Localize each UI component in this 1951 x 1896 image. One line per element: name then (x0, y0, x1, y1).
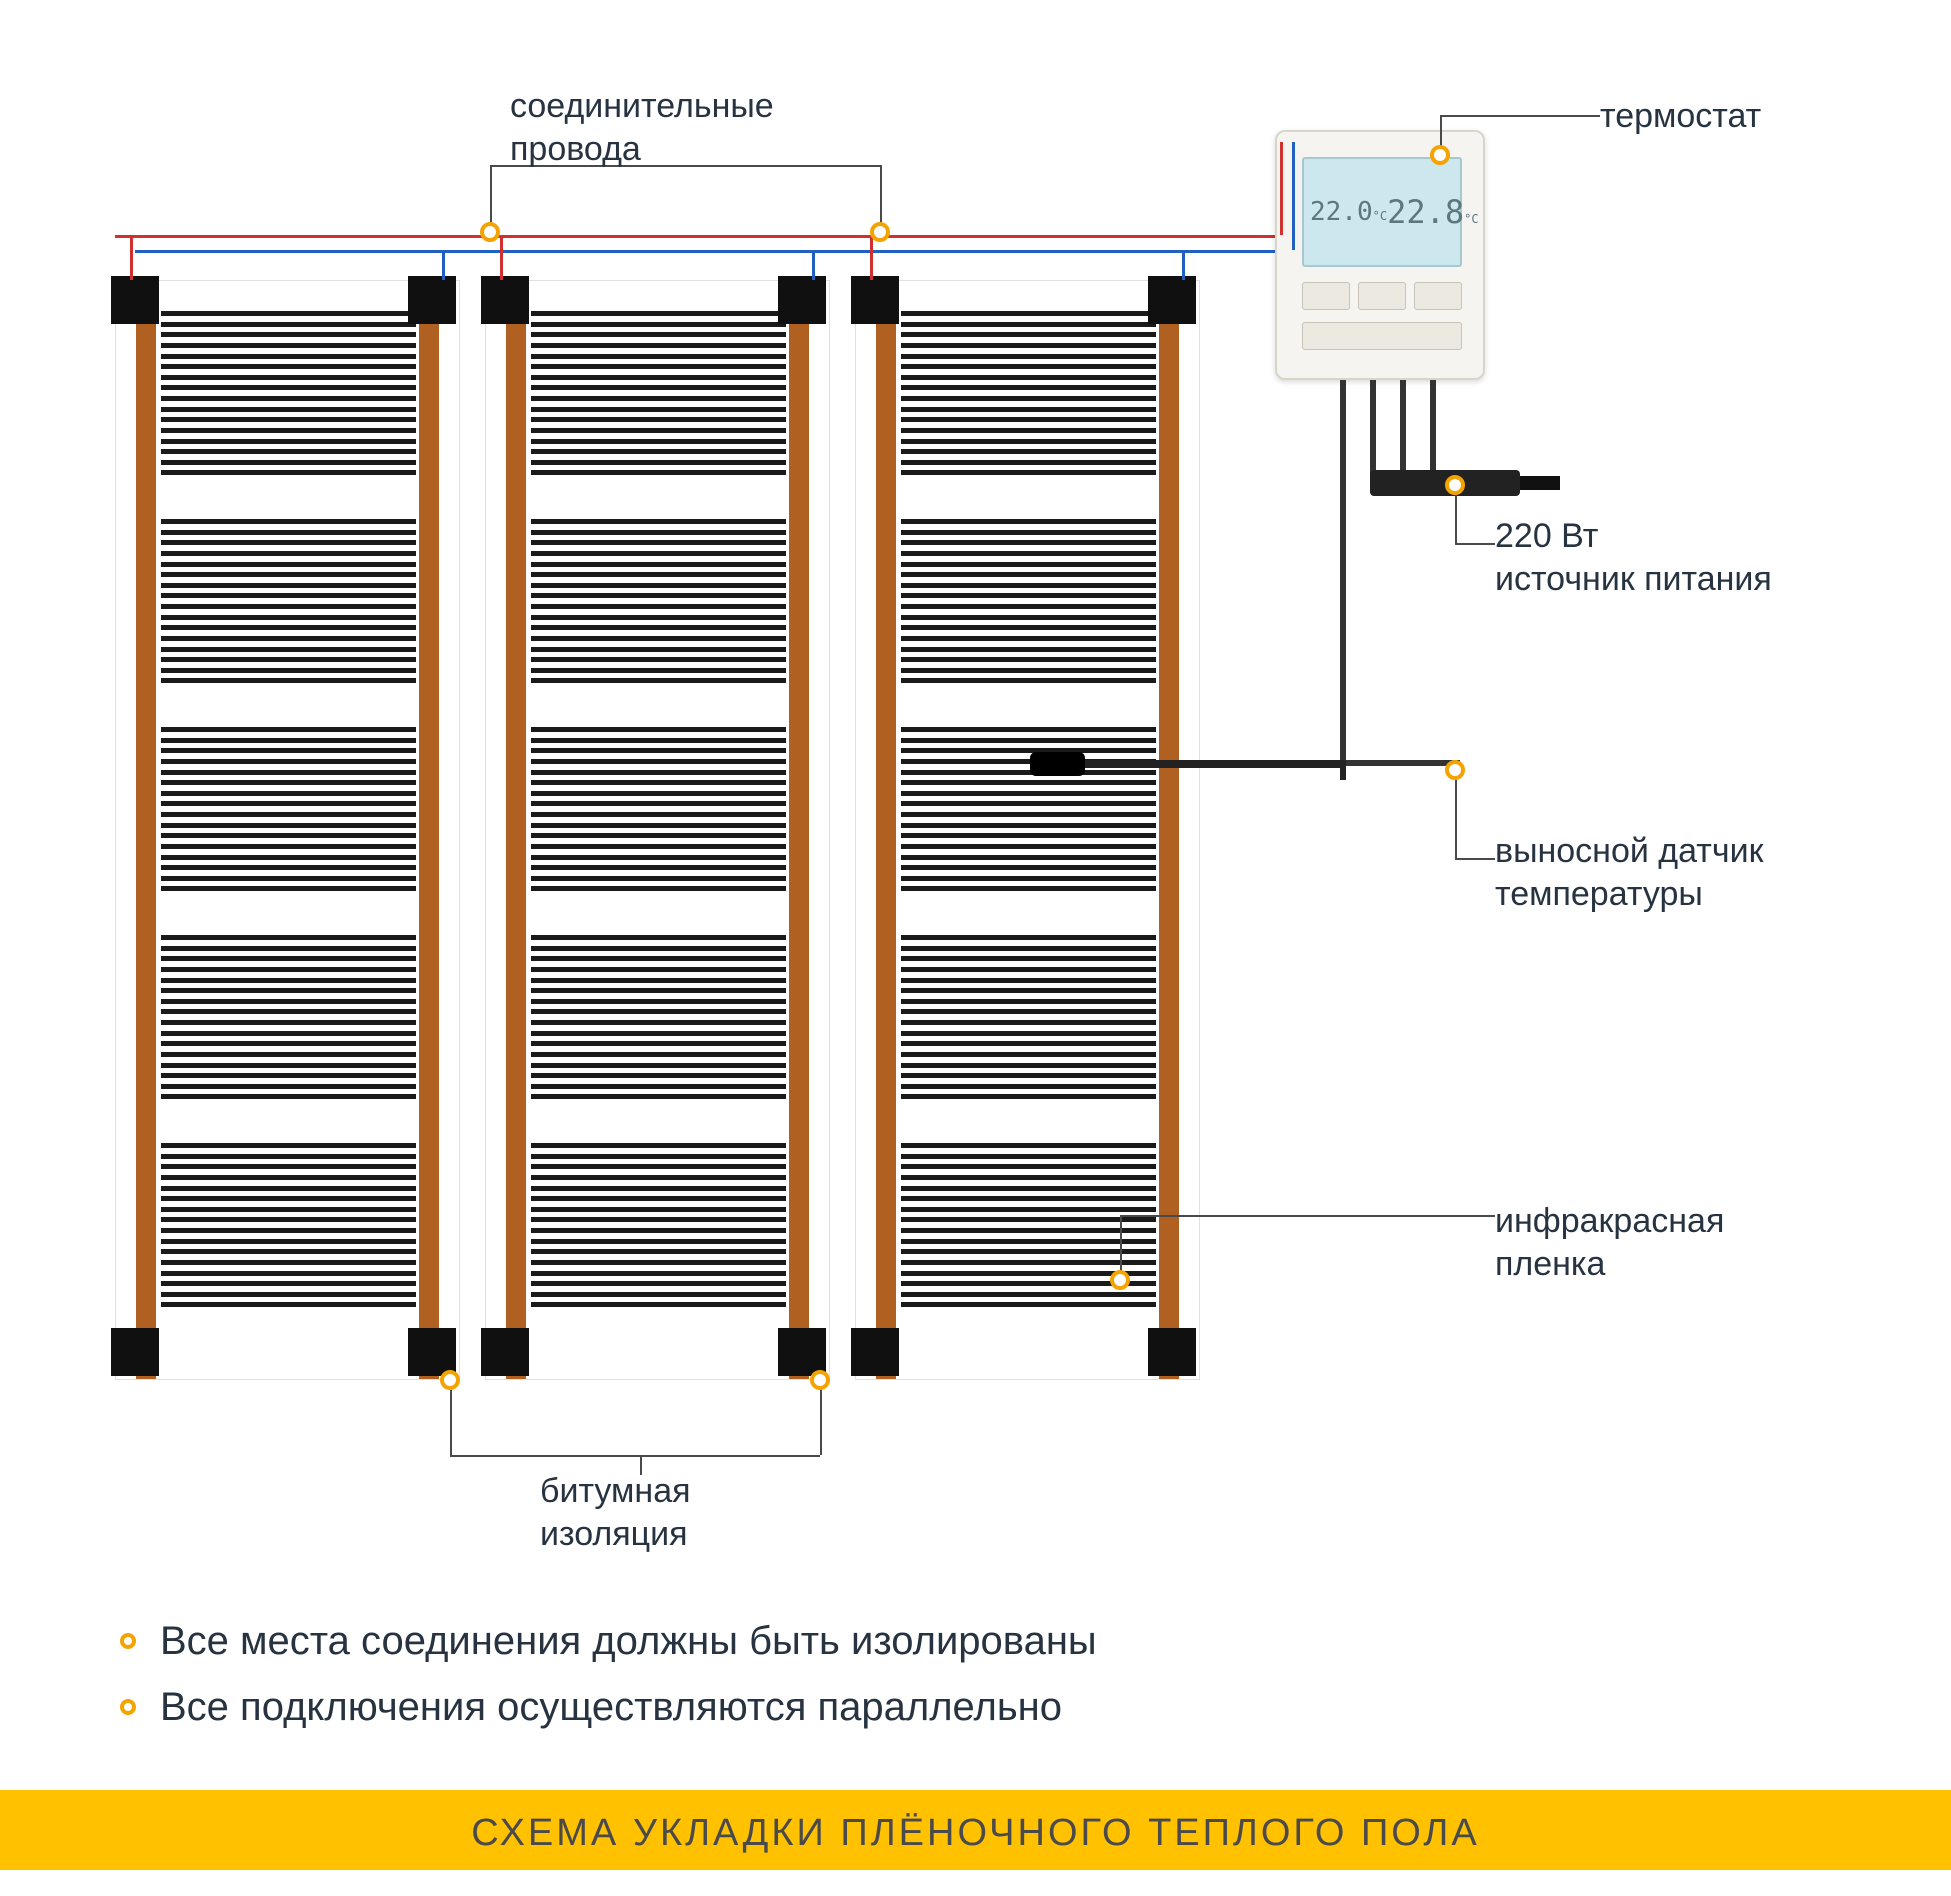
note-row: Все подключения осуществляются параллель… (120, 1682, 1097, 1732)
bitumen-isolation (1148, 276, 1196, 324)
bitumen-isolation (778, 1328, 826, 1376)
callout-dot (440, 1370, 460, 1390)
film-panel (115, 280, 460, 1380)
thermostat-set-temp: 22.0°C (1310, 197, 1387, 227)
bitumen-isolation (778, 276, 826, 324)
callout-dot (1445, 760, 1465, 780)
bitumen-isolation (408, 1328, 456, 1376)
bullet-icon (120, 1699, 136, 1715)
thermostat-button[interactable] (1414, 282, 1462, 310)
callout-label: инфракрасная пленка (1495, 1200, 1724, 1285)
title-text: СХЕМА УКЛАДКИ ПЛЁНОЧНОГО ТЕПЛОГО ПОЛА (471, 1812, 1479, 1854)
thermostat-button[interactable] (1358, 282, 1406, 310)
note-text: Все места соединения должны быть изолиро… (160, 1616, 1097, 1666)
bitumen-isolation (481, 1328, 529, 1376)
callout-dot (870, 222, 890, 242)
callout-dot (1430, 145, 1450, 165)
thermostat-device: 22.0°C22.8°C (1275, 130, 1485, 380)
callout-label: 220 Вт источник питания (1495, 515, 1772, 600)
thermostat-screen: 22.0°C22.8°C (1302, 157, 1462, 267)
bitumen-isolation (111, 276, 159, 324)
title-bar: СХЕМА УКЛАДКИ ПЛЁНОЧНОГО ТЕПЛОГО ПОЛА (0, 1790, 1951, 1870)
callout-label: выносной датчик температуры (1495, 830, 1763, 915)
bitumen-isolation (408, 276, 456, 324)
callout-dot (810, 1370, 830, 1390)
callout-dot (480, 222, 500, 242)
thermostat-button[interactable] (1302, 282, 1350, 310)
callout-label: соединительные провода (510, 85, 774, 170)
bitumen-isolation (111, 1328, 159, 1376)
bitumen-isolation (851, 1328, 899, 1376)
callout-dot (1445, 475, 1465, 495)
notes-block: Все места соединения должны быть изолиро… (120, 1600, 1097, 1748)
callout-label: термостат (1600, 95, 1761, 138)
callout-label: битумная изоляция (540, 1470, 691, 1555)
callout-dot (1110, 1270, 1130, 1290)
film-panel (485, 280, 830, 1380)
thermostat-button[interactable] (1302, 322, 1462, 350)
bitumen-isolation (481, 276, 529, 324)
thermostat-room-temp: 22.8°C (1387, 193, 1479, 231)
bitumen-isolation (1148, 1328, 1196, 1376)
note-text: Все подключения осуществляются параллель… (160, 1682, 1062, 1732)
bullet-icon (120, 1633, 136, 1649)
note-row: Все места соединения должны быть изолиро… (120, 1616, 1097, 1666)
temperature-sensor-probe (1030, 752, 1085, 776)
bitumen-isolation (851, 276, 899, 324)
